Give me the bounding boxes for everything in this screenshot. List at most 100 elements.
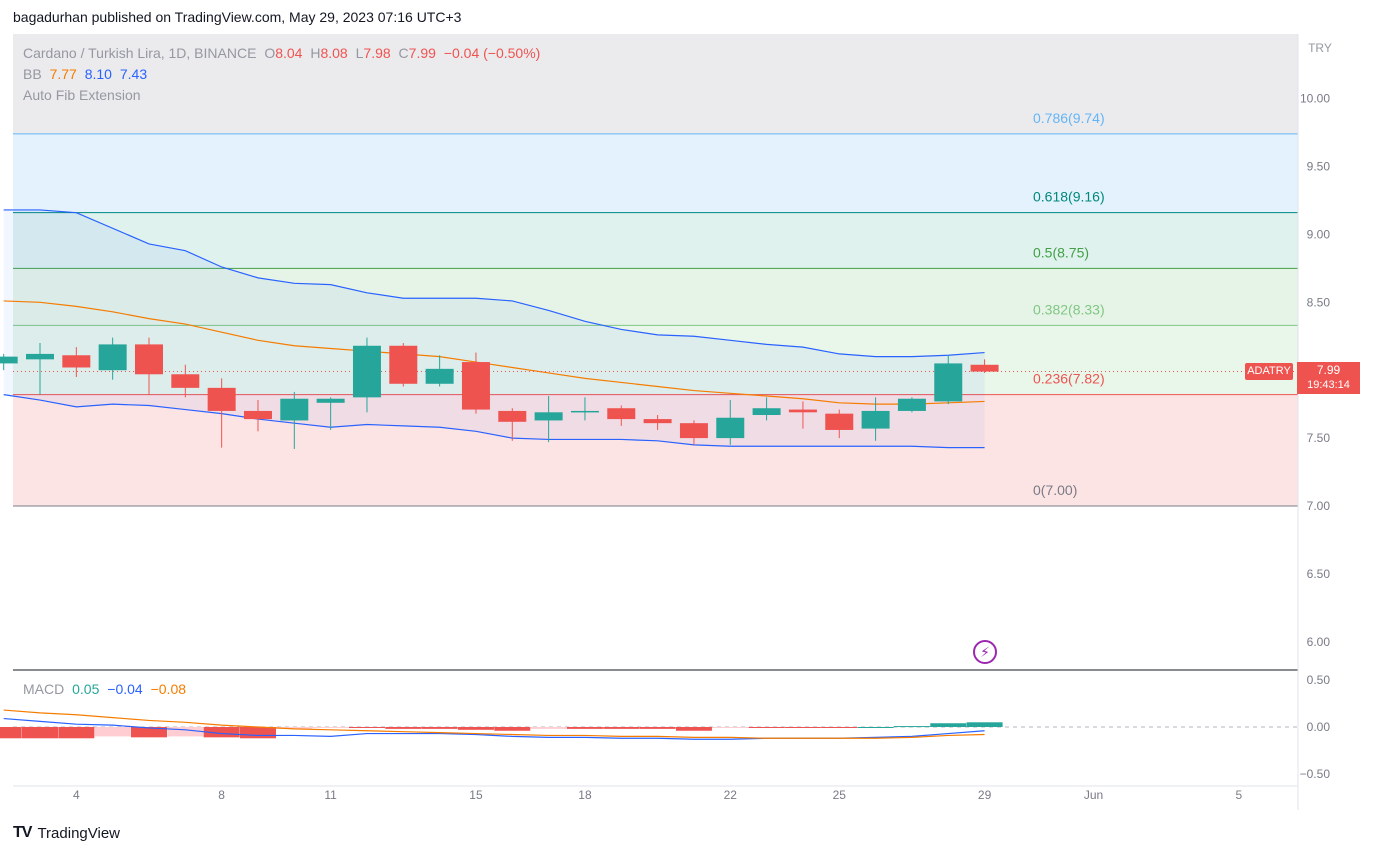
macd-hist-bar-20 [639, 727, 676, 729]
candle-body [934, 363, 963, 402]
chart-background [13, 34, 1298, 134]
time-tick-11: 11 [324, 788, 337, 802]
fib-label-4: 0.236(7.82) [1033, 371, 1105, 387]
candle-9 [243, 400, 272, 432]
candle-21 [679, 420, 708, 445]
fib-zone-0 [13, 133, 1298, 213]
legend-macd: MACD 0.05 −0.04 −0.08 [23, 681, 190, 697]
bar-countdown: 19:43:14 [1307, 379, 1350, 391]
candle-25 [825, 409, 854, 439]
time-tick-4: 4 [73, 788, 80, 802]
candle-28 [934, 355, 963, 405]
candles [0, 337, 999, 449]
macd-hist-bar-25 [821, 727, 858, 728]
macd-hist-bar-16 [494, 727, 531, 731]
candle-body [425, 368, 454, 384]
candle-22 [716, 400, 745, 445]
candle-body [970, 364, 999, 372]
fib-label-3: 0.382(8.33) [1033, 301, 1105, 317]
candle-body [861, 410, 890, 429]
candle-6 [134, 337, 163, 395]
last-price-value: 7.99 [1316, 363, 1341, 377]
macd-hist-bar-27 [893, 726, 930, 728]
candle-body [570, 410, 599, 413]
candle-body [280, 398, 309, 421]
fib-zone-1 [13, 212, 1298, 269]
macd-hist-bar-17 [530, 727, 567, 729]
candle-body [788, 409, 817, 413]
candle-body [352, 345, 381, 398]
macd-hist-bar-8 [203, 727, 240, 738]
legend-change: −0.04 (−0.50%) [443, 45, 541, 61]
axes: TRY10.009.509.008.508.007.507.006.506.00… [13, 34, 1332, 810]
candle-body [716, 417, 745, 439]
candle-8 [207, 378, 236, 448]
candle-body [134, 344, 163, 375]
time-tick-29: 29 [978, 788, 992, 802]
candle-15 [461, 352, 490, 414]
candle-body [62, 355, 91, 368]
macd-signal-line [3, 709, 985, 739]
candle-3 [26, 343, 54, 395]
macd-hist-bar-24 [784, 727, 821, 728]
candle-body [171, 374, 200, 388]
price-tick-9.50: 9.50 [1307, 160, 1331, 174]
candle-body [26, 353, 54, 360]
legend-close: 7.99 [408, 45, 436, 61]
macd-hist-bar-7 [167, 727, 204, 737]
candle-body [207, 387, 236, 411]
macd-hist-bar-28 [930, 723, 967, 727]
candle-body [607, 408, 636, 420]
legend-bb-lower: 7.43 [119, 66, 148, 82]
candle-12 [352, 337, 381, 413]
macd-hist-bar-15 [457, 727, 494, 730]
price-tick-6.00: 6.00 [1307, 635, 1331, 649]
candle-5 [98, 337, 127, 380]
macd-hist-bar-5 [94, 727, 131, 737]
macd-hist-bar-29 [966, 722, 1003, 727]
time-tick-25: 25 [833, 788, 847, 802]
candle-body [643, 419, 672, 424]
macd-hist-bar-3 [22, 727, 58, 739]
price-tick-10.00: 10.00 [1300, 92, 1330, 106]
macd-hist-bar-21 [675, 727, 712, 731]
lightning-icon[interactable]: ⚡ [973, 640, 997, 664]
macd-tick-0.50: 0.50 [1307, 673, 1331, 687]
candle-17 [534, 396, 563, 443]
macd-hist-bar-10 [276, 727, 313, 729]
candle-18 [570, 397, 599, 421]
candle-16 [498, 408, 527, 441]
candle-body [316, 398, 345, 403]
bb-upper-line [3, 209, 985, 358]
candle-26 [861, 397, 890, 441]
bollinger-bands [3, 209, 1298, 449]
macd-hist-bar-4 [58, 727, 95, 739]
legend-bb-upper: 8.10 [84, 66, 112, 82]
candle-20 [643, 415, 672, 430]
price-tick-7.00: 7.00 [1307, 499, 1331, 513]
candle-11 [316, 397, 345, 430]
legend-bb-label: BB [23, 66, 42, 82]
legend-macd-hist: 0.05 [72, 681, 100, 697]
candle-body [534, 412, 563, 421]
candle-4 [62, 347, 91, 377]
price-tick-7.50: 7.50 [1307, 431, 1331, 445]
legend-bb: BB 7.77 8.10 7.43 [23, 66, 151, 82]
candle-29 [970, 359, 999, 373]
legend-macd-label: MACD [23, 681, 65, 697]
candle-10 [280, 391, 309, 449]
price-tick-9.00: 9.00 [1307, 227, 1331, 241]
legend-bb-mid: 7.77 [49, 66, 77, 82]
time-tick-22: 22 [724, 788, 738, 802]
fib-label-1: 0.618(9.16) [1033, 189, 1105, 205]
tv-logo-mark: TV [13, 824, 32, 841]
macd-tick-0.00: 0.00 [1307, 720, 1331, 734]
candle-body [461, 362, 490, 410]
fib-label-2: 0.5(8.75) [1033, 244, 1089, 260]
legend-l-label: L [355, 45, 364, 61]
legend-ohlc: Cardano / Turkish Lira, 1D, BINANCE O8.0… [23, 45, 544, 61]
macd-hist-bar-13 [385, 727, 422, 729]
symbol-badge: ADATRY [1245, 363, 1293, 380]
candle-13 [389, 343, 418, 387]
